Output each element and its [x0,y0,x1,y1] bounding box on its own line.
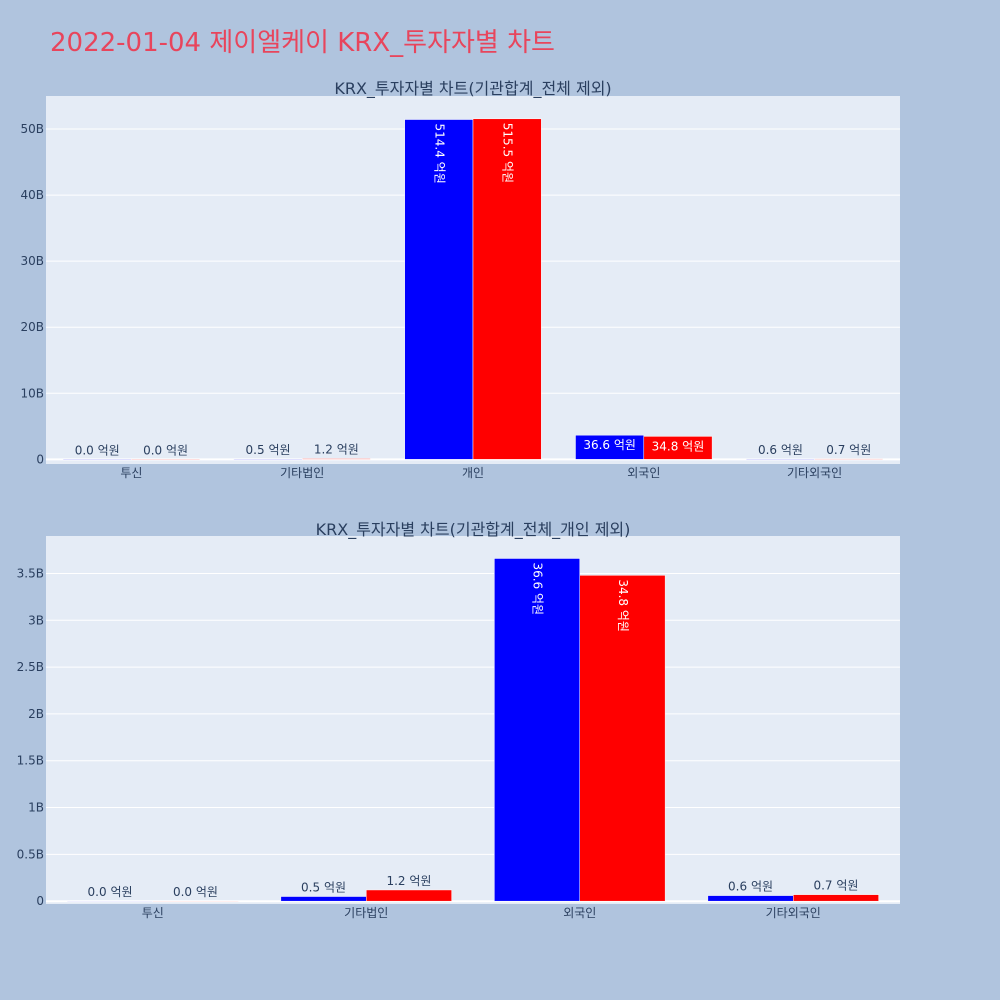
y-tick-label: 0 [36,894,44,908]
data-label: 1.2 억원 [314,443,359,457]
x-tick-label: 기타법인 [280,466,324,480]
x-tick-label: 투신 [142,906,164,920]
data-label: 0.0 억원 [75,443,120,457]
x-tick-label: 외국인 [563,906,596,920]
y-tick-label: 0 [36,452,44,466]
data-label: 514.4 억원 [432,124,446,184]
data-label: 515.5 억원 [501,123,515,183]
data-label: 0.0 억원 [88,885,133,899]
data-label: 0.7 억원 [826,443,871,457]
data-label: 1.2 억원 [386,874,431,888]
subplot-title-2: KRX_투자자별 차트(기관합계_전체_개인 제외) [316,520,631,540]
bar [233,458,303,460]
main-title: 2022-01-04 제이엘케이 KRX_투자자별 차트 [50,28,555,58]
y-tick-label: 1B [28,801,44,815]
y-tick-label: 2B [28,707,44,721]
bar [67,900,153,903]
y-tick-label: 10B [20,386,44,400]
x-tick-label: 기타외국인 [766,906,821,920]
y-tick-label: 1.5B [17,754,44,768]
data-label: 0.0 억원 [143,443,188,457]
data-label: 0.0 억원 [173,885,218,899]
bar [575,434,645,460]
bar [643,436,713,460]
bar [152,900,239,903]
data-label: 0.6 억원 [728,880,773,894]
bar [494,558,581,902]
y-tick-label: 3B [28,613,44,627]
x-tick-label: 투신 [120,466,142,480]
bar [366,889,452,902]
y-tick-label: 2.5B [17,660,44,674]
y-tick-label: 40B [20,188,44,202]
bar [280,896,367,902]
bar [131,459,200,461]
bar [793,894,879,902]
y-tick-label: 3.5B [17,566,44,580]
data-label: 0.6 억원 [758,443,803,457]
y-tick-label: 0.5B [17,847,44,861]
plot-area-2 [46,536,900,904]
y-tick-label: 50B [20,122,44,136]
y-tick-label: 20B [20,320,44,334]
y-tick-label: 30B [20,254,44,268]
bar [707,895,794,902]
data-label: 0.7 억원 [813,879,858,893]
x-tick-label: 개인 [462,466,484,480]
bar [472,118,542,460]
bar [814,458,884,460]
data-label: 36.6 억원 [531,562,545,615]
data-label: 34.8 억원 [616,579,630,632]
data-label: 36.6 억원 [583,438,636,452]
x-tick-label: 외국인 [627,466,660,480]
bar [62,459,132,461]
data-label: 0.5 억원 [301,881,346,895]
x-tick-label: 기타법인 [344,906,388,920]
bar [579,575,666,902]
x-tick-label: 기타외국인 [787,466,842,480]
bar [301,458,371,460]
bar [746,458,815,460]
data-label: 34.8 억원 [652,439,705,453]
subplot-title-1: KRX_투자자별 차트(기관합계_전체 제외) [334,79,611,99]
bar [404,119,474,460]
data-label: 0.5 억원 [246,443,291,457]
